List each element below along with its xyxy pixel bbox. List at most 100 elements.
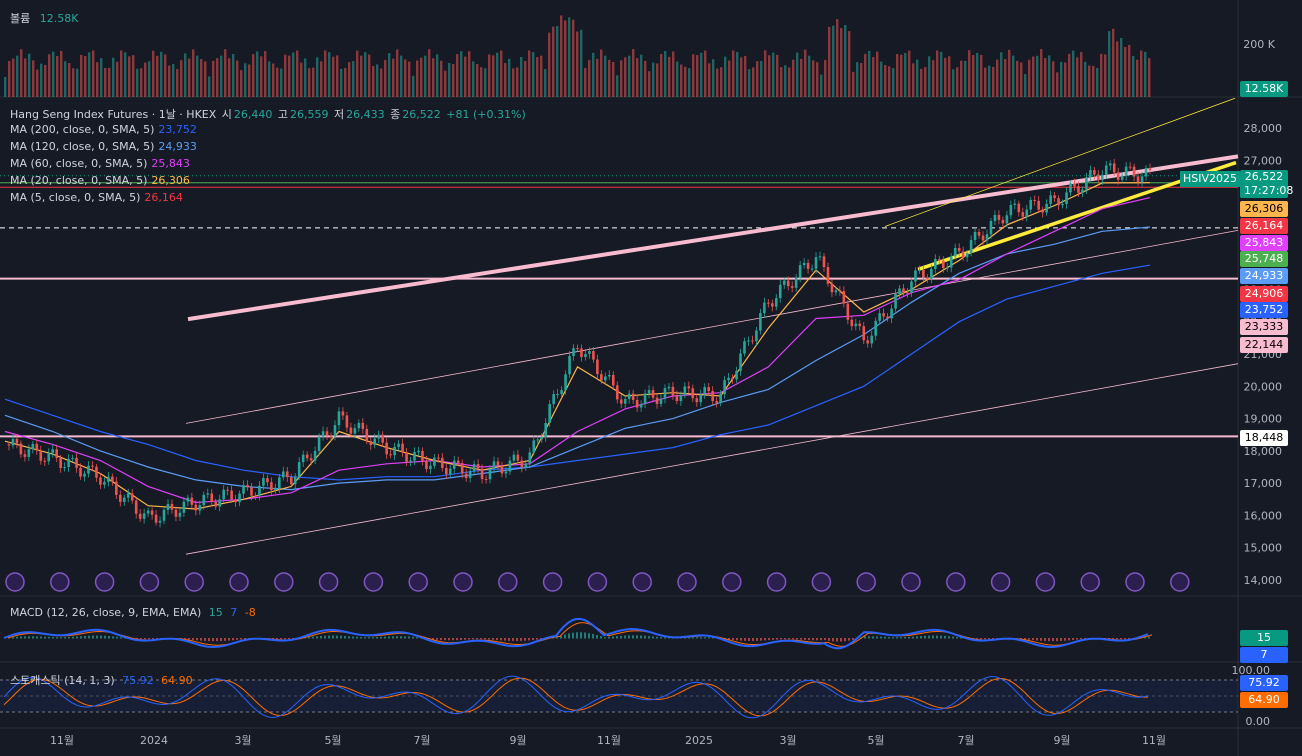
- macd-histogram-bar: [728, 638, 730, 640]
- candle-body: [154, 514, 158, 523]
- volume-bar: [676, 61, 679, 97]
- macd-histogram-bar: [204, 638, 206, 641]
- macd-histogram-bar: [108, 636, 110, 639]
- candle-body: [456, 460, 460, 464]
- candle-body: [162, 509, 166, 521]
- time-tick-label: 9월: [509, 734, 526, 747]
- macd-histogram-bar: [568, 633, 570, 639]
- macd-histogram-bar: [376, 637, 378, 639]
- candle-body: [118, 494, 122, 502]
- candle-body: [743, 341, 746, 354]
- macd-histogram-bar: [980, 638, 982, 640]
- volume-bar: [1144, 51, 1147, 97]
- macd-histogram-bar: [16, 636, 18, 639]
- macd-histogram-bar: [884, 636, 886, 639]
- macd-histogram-bar: [460, 638, 462, 640]
- candle-body: [532, 440, 536, 453]
- candle-body: [325, 431, 329, 436]
- volume-bar: [792, 59, 795, 97]
- volume-bar: [624, 57, 627, 97]
- macd-histogram-bar: [20, 636, 22, 639]
- candle-body: [985, 234, 989, 241]
- volume-bar: [752, 67, 755, 97]
- candle-body: [222, 489, 225, 500]
- event-marker-icon: [946, 572, 966, 592]
- stoch-label[interactable]: 스토캐스틱 (14, 1, 3): [10, 674, 115, 687]
- volume-bar: [320, 61, 323, 97]
- candle-body: [1124, 166, 1128, 176]
- candle-body: [262, 478, 265, 486]
- macd-histogram-bar: [352, 636, 354, 639]
- volume-bar: [12, 58, 15, 97]
- open-label: 시: [221, 108, 232, 121]
- volume-bar: [952, 69, 955, 97]
- candle-body: [1041, 209, 1044, 213]
- volume-bar: [276, 67, 279, 97]
- candle-body: [421, 450, 424, 461]
- macd-legend[interactable]: MACD (12, 26, close, 9, EMA, EMA) 15 7 -…: [10, 606, 256, 619]
- candle-body: [798, 265, 802, 278]
- macd-histogram-bar: [572, 632, 574, 639]
- ma-legend-item[interactable]: MA (20, close, 0, SMA, 5) 26,306: [10, 174, 190, 188]
- macd-histogram-bar: [768, 638, 770, 641]
- macd-axis-tag: 15: [1240, 630, 1288, 646]
- ma-legend-item[interactable]: MA (200, close, 0, SMA, 5) 23,752: [10, 123, 197, 137]
- volume-bar: [284, 54, 287, 97]
- stoch-legend[interactable]: 스토캐스틱 (14, 1, 3) 75.92 64.90: [10, 672, 193, 688]
- candle-body: [639, 404, 643, 408]
- symbol-title[interactable]: Hang Seng Index Futures · 1날 · HKEX: [10, 108, 217, 121]
- volume-bar: [1148, 58, 1151, 97]
- candle-body: [524, 463, 528, 468]
- volume-bar: [552, 26, 555, 97]
- symbol-legend[interactable]: Hang Seng Index Futures · 1날 · HKEX 시 26,…: [10, 106, 528, 122]
- volume-bar: [1044, 58, 1047, 97]
- stoch-k-line: [3, 675, 1149, 719]
- ma-legend-item[interactable]: MA (120, close, 0, SMA, 5) 24,933: [10, 140, 197, 154]
- macd-histogram-bar: [1040, 638, 1042, 641]
- macd-histogram-bar: [148, 638, 150, 640]
- price-axis-tag: 24,906: [1240, 286, 1288, 302]
- volume-bar: [328, 52, 331, 97]
- macd-histogram-bar: [1032, 638, 1034, 641]
- volume-bar: [656, 63, 659, 97]
- volume-bar: [1068, 53, 1071, 97]
- macd-histogram-bar: [556, 637, 558, 639]
- macd-histogram-bar: [332, 635, 334, 639]
- volume-bar: [804, 49, 807, 97]
- candle-body: [15, 438, 19, 444]
- ma-legend-item[interactable]: MA (60, close, 0, SMA, 5) 25,843: [10, 157, 190, 171]
- macd-histogram-bar: [628, 635, 630, 639]
- macd-histogram-bar: [984, 638, 986, 640]
- candle-body: [814, 257, 818, 269]
- macd-histogram-bar: [36, 636, 38, 639]
- candle-body: [846, 303, 850, 320]
- candle-body: [1116, 172, 1120, 180]
- volume-bar: [196, 55, 199, 97]
- volume-bar: [692, 54, 695, 97]
- macd-histogram-bar: [744, 638, 746, 641]
- candle-body: [202, 494, 206, 506]
- candle-body: [210, 493, 214, 502]
- volume-bar: [864, 53, 867, 97]
- macd-histogram-bar: [1048, 638, 1050, 642]
- macd-histogram-bar: [72, 636, 74, 639]
- candle-body: [274, 488, 277, 491]
- volume-bar: [728, 60, 731, 97]
- macd-histogram-bar: [56, 637, 58, 639]
- time-tick-label: 5월: [867, 734, 884, 747]
- macd-histogram-bar: [868, 636, 870, 639]
- macd-label[interactable]: MACD (12, 26, close, 9, EMA, EMA): [10, 606, 202, 619]
- volume-bar: [384, 60, 387, 97]
- volume-bar: [580, 29, 583, 98]
- macd-histogram-bar: [96, 635, 98, 639]
- macd-histogram-bar: [864, 636, 866, 639]
- ma-legend-value: 26,306: [151, 174, 190, 187]
- macd-histogram-bar: [632, 635, 634, 639]
- macd-histogram-bar: [120, 637, 122, 639]
- candle-body: [500, 465, 504, 474]
- ma-legend-item[interactable]: MA (5, close, 0, SMA, 5) 26,164: [10, 191, 183, 205]
- candle-body: [727, 377, 730, 381]
- macd-histogram-bar: [232, 638, 234, 641]
- change-value: +81 (+0.31%): [446, 108, 526, 121]
